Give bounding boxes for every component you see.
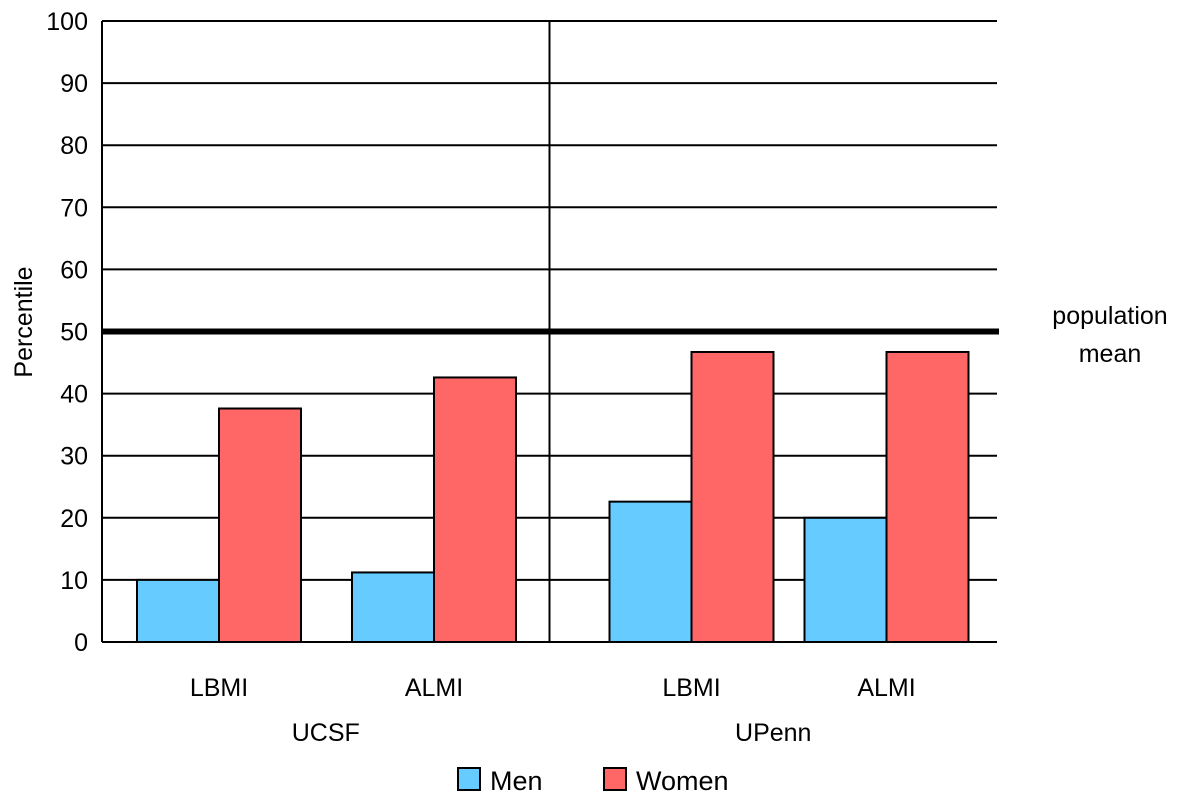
x-tick-label-upenn-almi: ALMI	[857, 674, 915, 702]
x-tick-label-upenn-lbmi: LBMI	[662, 674, 720, 702]
bars	[136, 350, 970, 644]
y-tick-label-80: 80	[60, 132, 88, 160]
x-tick-label-ucsf-almi: ALMI	[405, 674, 463, 702]
bar-upenn-almi-women	[885, 350, 970, 643]
bar-upenn-lbmi-women	[690, 350, 775, 643]
legend: Men Women	[457, 766, 729, 796]
y-tick-label-70: 70	[60, 194, 88, 222]
bar-ucsf-lbmi-women	[218, 407, 302, 643]
y-tick-label-60: 60	[60, 256, 88, 284]
legend-swatch-men	[457, 767, 481, 791]
y-tick-label-100: 100	[46, 8, 88, 36]
y-tick-label-20: 20	[60, 505, 88, 533]
bar-upenn-lbmi-men	[608, 500, 693, 643]
y-tick-label-90: 90	[60, 70, 88, 98]
bar-ucsf-almi-women	[433, 376, 517, 643]
legend-label-men: Men	[490, 766, 543, 796]
group-label-upenn: UPenn	[735, 719, 811, 747]
population-mean-label-line-1: population	[1052, 302, 1167, 330]
y-tick-label-0: 0	[74, 629, 88, 657]
group-label-ucsf: UCSF	[292, 719, 360, 747]
y-tick-label-50: 50	[60, 319, 88, 347]
bar-upenn-almi-men	[803, 516, 888, 643]
y-tick-label-30: 30	[60, 443, 88, 471]
y-tick-label-40: 40	[60, 381, 88, 409]
y-axis-label: Percentile	[10, 266, 38, 377]
population-mean-label: population mean	[1052, 302, 1167, 368]
axes	[101, 21, 999, 643]
bar-ucsf-lbmi-men	[136, 578, 220, 644]
y-tick-label-10: 10	[60, 567, 88, 595]
legend-label-women: Women	[636, 766, 729, 796]
x-tick-label-ucsf-lbmi: LBMI	[190, 674, 248, 702]
bar-ucsf-almi-men	[351, 571, 435, 643]
population-mean-label-line-2: mean	[1079, 340, 1142, 368]
labels: 0 10 20 30 40 50 60 70 80 90 100 LBMI ALMI UCSF LBMI AL…	[46, 8, 1167, 747]
legend-swatch-women	[603, 767, 627, 791]
